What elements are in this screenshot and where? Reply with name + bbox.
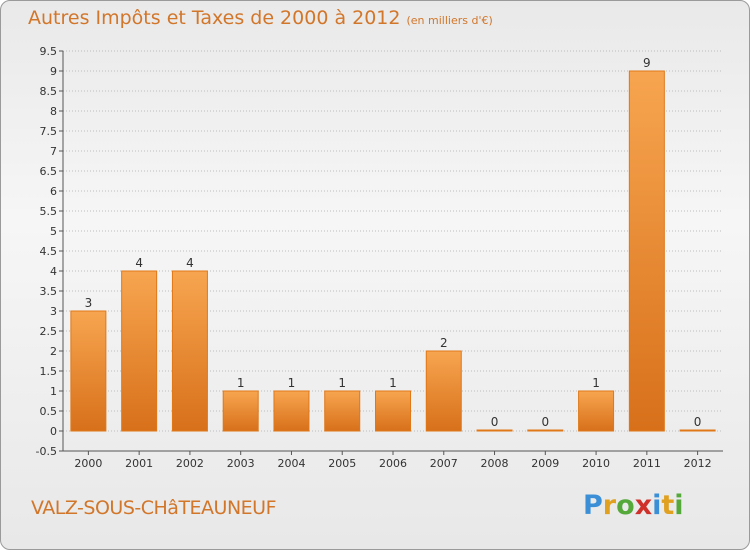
- x-tick-label: 2010: [582, 457, 610, 470]
- y-tick-label: 0: [50, 425, 57, 438]
- logo-letter: t: [661, 490, 675, 521]
- bar: [425, 350, 462, 432]
- bar-value-label: 3: [85, 296, 93, 310]
- bar-value-label: 4: [186, 256, 194, 270]
- bar: [679, 429, 716, 432]
- bar: [70, 310, 107, 432]
- title-text: Autres Impôts et Taxes de 2000 à 2012: [28, 7, 401, 29]
- bar-value-label: 2: [440, 336, 448, 350]
- x-tick-label: 2001: [125, 457, 153, 470]
- logo-letter: x: [634, 490, 653, 521]
- y-tick-label: 6: [50, 185, 57, 198]
- y-tick-label: -0.5: [36, 445, 57, 458]
- logo-letter: i: [652, 490, 662, 521]
- x-tick-label: 2000: [74, 457, 102, 470]
- bar: [222, 390, 259, 432]
- y-tick-label: 9: [50, 65, 57, 78]
- chart-title: Autres Impôts et Taxes de 2000 à 2012 (en…: [28, 7, 493, 29]
- y-tick-label: 2.5: [40, 325, 58, 338]
- bar: [171, 270, 208, 432]
- x-tick-label: 2005: [328, 457, 356, 470]
- y-tick-label: 7.5: [40, 125, 58, 138]
- bar: [324, 390, 361, 432]
- proxiti-logo: Proxiti: [583, 490, 684, 521]
- x-tick-label: 2002: [176, 457, 204, 470]
- y-tick-label: 1.5: [40, 365, 58, 378]
- y-tick-label: 5.5: [40, 205, 58, 218]
- x-tick-label: 2012: [684, 457, 712, 470]
- y-tick-label: 9.5: [40, 45, 58, 58]
- y-tick-label: 4: [50, 265, 57, 278]
- bar-value-label: 0: [694, 415, 702, 429]
- x-tick-label: 2006: [379, 457, 407, 470]
- logo-letter: o: [616, 490, 635, 521]
- bar-value-label: 0: [541, 415, 549, 429]
- y-tick-label: 5: [50, 225, 57, 238]
- x-tick-label: 2008: [481, 457, 509, 470]
- bar: [628, 70, 665, 432]
- x-tick-label: 2009: [531, 457, 559, 470]
- y-tick-label: 2: [50, 345, 57, 358]
- logo-letter: P: [583, 490, 603, 521]
- bar: [273, 390, 310, 432]
- bar: [375, 390, 411, 432]
- y-tick-label: 7: [50, 145, 57, 158]
- bar-value-label: 1: [389, 376, 397, 390]
- chart-subtitle: (en milliers d'€): [406, 14, 493, 27]
- bar: [578, 390, 615, 432]
- y-tick-label: 8.5: [40, 85, 58, 98]
- logo-letter: r: [602, 490, 617, 521]
- bar-value-label: 9: [643, 56, 651, 70]
- bar-value-label: 0: [491, 415, 499, 429]
- x-tick-label: 2007: [430, 457, 458, 470]
- bar-value-label: 1: [237, 376, 245, 390]
- y-tick-label: 1: [50, 385, 57, 398]
- bar-value-label: 1: [288, 376, 296, 390]
- bar: [121, 270, 158, 432]
- y-tick-label: 3: [50, 305, 57, 318]
- y-tick-label: 0.5: [40, 405, 58, 418]
- commune-name: VALZ-SOUS-CHâTEAUNEUF: [31, 497, 277, 519]
- bar: [527, 429, 564, 432]
- bar-value-label: 1: [592, 376, 600, 390]
- y-tick-label: 4.5: [40, 245, 58, 258]
- x-tick-label: 2011: [633, 457, 661, 470]
- y-tick-label: 8: [50, 105, 57, 118]
- x-tick-label: 2003: [227, 457, 255, 470]
- bar-value-label: 4: [135, 256, 143, 270]
- x-tick-label: 2004: [277, 457, 305, 470]
- bar-value-label: 1: [338, 376, 346, 390]
- y-tick-label: 6.5: [40, 165, 58, 178]
- y-tick-label: 3.5: [40, 285, 58, 298]
- logo-letter: i: [674, 490, 684, 521]
- bar: [476, 429, 513, 432]
